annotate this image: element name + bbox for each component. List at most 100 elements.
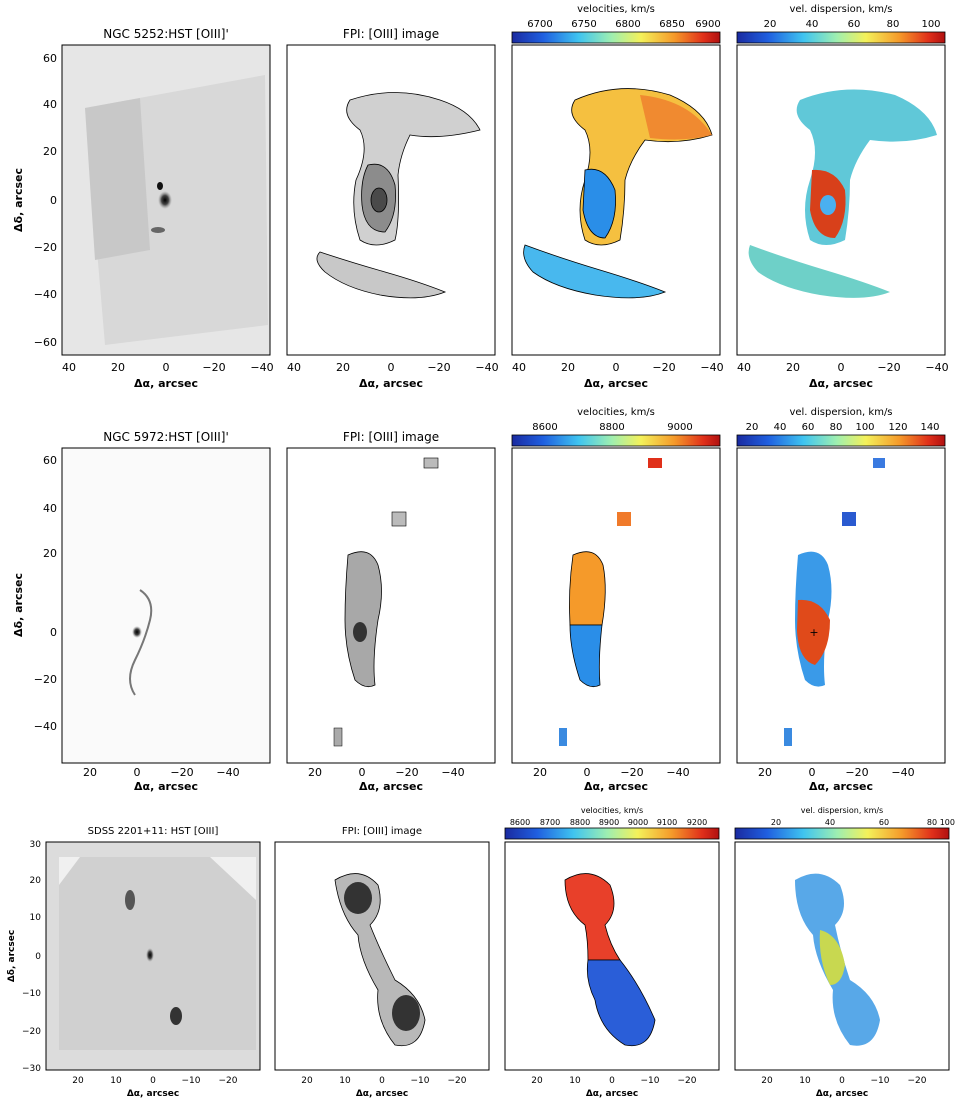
x-tick-label: −40 (700, 361, 723, 374)
row-ngc5972: NGC 5972:HST [OIII]' Δα, arcsec Δδ, arcs… (12, 407, 946, 793)
colorbar-velocity (504, 827, 720, 840)
plot-frame (286, 447, 496, 764)
x-tick-label: 0 (839, 1076, 845, 1086)
y-tick-label: −40 (34, 288, 57, 301)
x-tick-label: 10 (799, 1076, 811, 1086)
colorbar-tick: 20 (771, 818, 781, 827)
colorbar-dispersion (734, 827, 950, 840)
x-tick-label: 20 (72, 1076, 84, 1086)
y-tick-label: 40 (43, 502, 57, 515)
colorbar-label: velocities, km/s (581, 806, 643, 815)
colorbar-label: velocities, km/s (577, 407, 655, 418)
y-tick-label: −40 (34, 720, 57, 733)
colorbar-tick: 20 (746, 422, 759, 433)
y-tick-label: 30 (30, 840, 42, 850)
x-tick-label: −20 (427, 361, 450, 374)
x-tick-label: −20 (845, 766, 868, 779)
y-tick-label: −20 (34, 241, 57, 254)
velocity-field-blueshift (586, 959, 656, 1047)
fpi-title: FPI: [OIII] image (342, 826, 422, 837)
colorbar-label: vel. dispersion, km/s (789, 407, 892, 418)
x-tick-label: −20 (877, 361, 900, 374)
x-axis-label: Δα, arcsec (809, 377, 873, 390)
velocity-knot (648, 458, 662, 468)
x-tick-label: 20 (336, 361, 350, 374)
colorbar-tick: 20 (764, 19, 777, 30)
colorbar-tick: 120 (888, 422, 907, 433)
colorbar-velocity (511, 434, 721, 447)
plot-frame (511, 447, 721, 764)
y-tick-label: −20 (34, 673, 57, 686)
x-tick-label: 40 (62, 361, 76, 374)
colorbar-tick: 100 (855, 422, 874, 433)
colorbar-tick: 8800 (599, 422, 624, 433)
y-tick-label: 0 (35, 952, 41, 962)
x-tick-label: 0 (379, 1076, 385, 1086)
x-tick-label: −40 (666, 766, 689, 779)
hst-filament (129, 589, 153, 696)
x-tick-label: 20 (761, 1076, 773, 1086)
hst-corner (210, 857, 256, 900)
hst-knot (157, 182, 163, 190)
y-axis-label: Δδ, arcsec (12, 168, 25, 232)
fpi-emission-south (316, 251, 447, 299)
x-tick-label: 20 (531, 1076, 543, 1086)
hst-corner (59, 857, 80, 885)
x-tick-label: 0 (163, 361, 170, 374)
hst-title: NGC 5252:HST [OIII]' (103, 27, 229, 41)
fpi-emission-main (344, 551, 382, 688)
colorbar-tick: 8600 (510, 818, 530, 827)
x-tick-label: 20 (308, 766, 322, 779)
hst-arc (151, 227, 165, 233)
x-tick-label: −10 (182, 1076, 201, 1086)
fpi-knot-north (344, 882, 372, 914)
x-tick-label: 20 (786, 361, 800, 374)
x-tick-label: −20 (678, 1076, 697, 1086)
x-tick-label: 0 (809, 766, 816, 779)
hst-footprint-noise (85, 98, 150, 260)
x-tick-label: 0 (388, 361, 395, 374)
hst-title: NGC 5972:HST [OIII]' (103, 430, 229, 444)
x-axis-label: Δα, arcsec (134, 377, 198, 390)
colorbar-tick: 100 (921, 19, 940, 30)
panel-velocity-ngc5252: velocities, km/s 6700 6750 6800 6850 690… (511, 4, 724, 390)
colorbar-tick: 40 (806, 19, 819, 30)
y-axis-label: Δδ, arcsec (7, 930, 17, 982)
y-tick-label: −10 (22, 989, 41, 999)
x-tick-label: 10 (339, 1076, 351, 1086)
velocity-field-redshift (564, 873, 621, 961)
dispersion-knot (784, 728, 792, 746)
colorbar-tick: 140 (920, 422, 939, 433)
colorbar-dispersion (736, 31, 946, 44)
hst-footprint (59, 857, 256, 1050)
colorbar-tick: 60 (879, 818, 889, 827)
colorbar-tick: 9200 (687, 818, 707, 827)
colorbar-tick: 100 (940, 818, 955, 827)
colorbar-velocity (511, 31, 721, 44)
x-tick-label: 10 (110, 1076, 122, 1086)
row-sdss2201: SDSS 2201+11: HST [OIII] Δα, arcsec Δδ, … (7, 806, 955, 1099)
x-tick-label: −20 (219, 1076, 238, 1086)
x-tick-label: −20 (395, 766, 418, 779)
colorbar-label: vel. dispersion, km/s (789, 4, 892, 15)
plot-frame (61, 447, 271, 764)
colorbar-label: vel. dispersion, km/s (801, 806, 883, 815)
x-tick-label: −40 (250, 361, 273, 374)
x-tick-label: 20 (533, 766, 547, 779)
x-tick-label: −20 (448, 1076, 467, 1086)
colorbar-tick: 40 (825, 818, 835, 827)
panel-fpi-ngc5252: FPI: [OIII] image Δα, arcsec 40 20 0 −20… (286, 27, 499, 390)
x-tick-label: −20 (202, 361, 225, 374)
y-tick-label: 40 (43, 98, 57, 111)
y-tick-label: 0 (50, 626, 57, 639)
y-axis-label: Δδ, arcsec (12, 573, 25, 637)
x-axis-label: Δα, arcsec (134, 780, 198, 793)
y-tick-label: −60 (34, 336, 57, 349)
x-tick-label: 40 (512, 361, 526, 374)
x-axis-label: Δα, arcsec (809, 780, 873, 793)
dispersion-field-nucleus (820, 195, 836, 215)
x-tick-label: −20 (908, 1076, 927, 1086)
velocity-field-redshift (640, 95, 712, 140)
colorbar-tick: 6850 (659, 19, 684, 30)
x-tick-label: −10 (641, 1076, 660, 1086)
